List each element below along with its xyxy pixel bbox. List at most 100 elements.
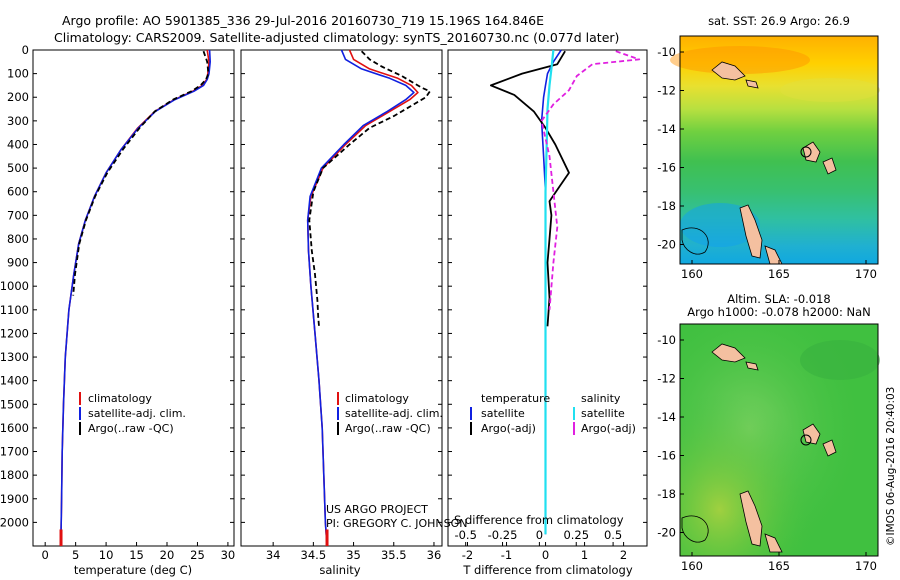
depth-tick-label: 1700 <box>0 445 29 459</box>
t-difference-xlabel: T difference from climatology <box>462 563 633 577</box>
depth-tick-label: 1600 <box>0 421 29 435</box>
x-tick-label: 1 <box>581 548 588 562</box>
map-y-tick-label: -10 <box>657 333 676 347</box>
salinity-satellite-line <box>306 49 415 547</box>
s-diff-tick-label: -0.5 <box>454 528 476 542</box>
legend-temp-argo: Argo(-adj) <box>481 422 536 435</box>
s-difference-xlabel: S difference from climatology <box>454 513 624 527</box>
sal-diff-argo-line <box>540 50 641 310</box>
x-tick-label: 36 <box>427 548 442 562</box>
depth-tick-label: 1200 <box>0 326 29 340</box>
depth-tick-label: 800 <box>7 232 29 246</box>
temperature-climatology-line <box>59 49 210 547</box>
depth-tick-label: 1000 <box>0 279 29 293</box>
x-tick-label: 15 <box>129 548 144 562</box>
depth-tick-label: 200 <box>7 90 29 104</box>
depth-tick-label: 1300 <box>0 350 29 364</box>
s-diff-tick-label: 0 <box>536 528 543 542</box>
sst-warm-patch <box>670 46 810 74</box>
x-tick-label: 20 <box>160 548 175 562</box>
depth-tick-label: 400 <box>7 137 29 151</box>
credit-project: US ARGO PROJECT <box>326 503 428 516</box>
x-tick-label: 2 <box>620 548 627 562</box>
island-shape <box>739 490 763 547</box>
imos-credit: ©IMOS 06-Aug-2016 20:40:03 <box>885 387 897 546</box>
x-tick-label: 0 <box>42 548 49 562</box>
island-shape <box>822 439 837 457</box>
salinity-argo-line <box>308 50 431 327</box>
profile-lines <box>59 49 641 547</box>
depth-tick-label: 1500 <box>0 397 29 411</box>
x-tick-label: 35.5 <box>381 548 407 562</box>
island-shape <box>711 343 746 363</box>
depth-tick-label: 1900 <box>0 492 29 506</box>
legend-salinity-heading: salinity <box>581 392 621 405</box>
map-y-tick-label: -14 <box>657 410 676 424</box>
map-y-tick-label: -16 <box>657 161 676 175</box>
depth-tick-label: 300 <box>7 114 29 128</box>
salinity-xlabel: salinity <box>319 563 360 577</box>
map-x-tick-label: 160 <box>681 559 703 573</box>
map-y-tick-label: -20 <box>657 526 676 540</box>
s-diff-tick-label: 0.25 <box>563 528 589 542</box>
legend-argo: Argo(..raw -QC) <box>345 422 431 435</box>
depth-tick-label: 1400 <box>0 374 29 388</box>
sal-diff-satellite-line <box>544 49 555 535</box>
map-x-tick-label: 165 <box>768 267 790 281</box>
map-y-tick-label: -12 <box>657 372 676 386</box>
temperature-legend: climatology satellite-adj. clim. Argo(..… <box>79 392 186 435</box>
island-shape <box>739 204 763 259</box>
depth-tick-label: 2000 <box>0 515 29 529</box>
island-shape <box>822 157 837 175</box>
depth-tick-label: 1100 <box>0 303 29 317</box>
map-y-tick-label: -12 <box>657 84 676 98</box>
x-tick-label: 25 <box>190 548 205 562</box>
header-line1: Argo profile: AO 5901385_336 29-Jul-2016… <box>62 13 544 28</box>
x-tick-label: 35 <box>346 548 361 562</box>
depth-tick-label: 900 <box>7 256 29 270</box>
island-shape <box>711 61 746 81</box>
legend-temp-satellite: satellite <box>481 407 525 420</box>
x-tick-label: -1 <box>501 548 512 562</box>
sla-low-patch <box>800 340 880 380</box>
depth-tick-label: 500 <box>7 161 29 175</box>
legend-sal-satellite: satellite <box>581 407 625 420</box>
sla-map-title: Altim. SLA: -0.018 <box>727 292 831 306</box>
temperature-satellite-line <box>59 49 211 547</box>
x-tick-label: 0 <box>542 548 549 562</box>
sst-map-title: sat. SST: 26.9 Argo: 26.9 <box>708 14 850 28</box>
s-diff-tick-label: 0.5 <box>604 528 622 542</box>
legend-sal-argo: Argo(-adj) <box>581 422 636 435</box>
map-y-tick-label: -16 <box>657 449 676 463</box>
legend-satellite: satellite-adj. clim. <box>345 407 443 420</box>
sst-warm-patch <box>780 78 880 102</box>
difference-panel-frame <box>447 49 648 547</box>
island-shape <box>764 533 783 553</box>
island-shape <box>745 79 759 89</box>
credit-pi: PI: GREGORY C. JOHNSON <box>326 517 467 530</box>
legend-climatology: climatology <box>88 392 152 405</box>
legend-temperature-heading: temperature <box>481 392 550 405</box>
depth-tick-label: 1800 <box>0 468 29 482</box>
depth-tick-label: 100 <box>7 67 29 81</box>
salinity-panel-frame <box>240 49 443 547</box>
depth-tick-label: 700 <box>7 208 29 222</box>
map-x-tick-label: 170 <box>855 559 877 573</box>
map-y-tick-label: -14 <box>657 122 676 136</box>
map-x-tick-label: 160 <box>681 267 703 281</box>
legend-climatology: climatology <box>345 392 409 405</box>
depth-tick-label: 0 <box>22 43 29 57</box>
bathymetry-contour <box>681 227 709 255</box>
s-diff-tick-label: -0.25 <box>488 528 518 542</box>
sst-map-ticks: 160 165 170 -10 -12 -14 -16 -18 -20 <box>657 45 877 281</box>
legend-satellite: satellite-adj. clim. <box>88 407 186 420</box>
argo-position-marker <box>800 146 812 158</box>
map-y-tick-label: -20 <box>657 238 676 252</box>
bathymetry-contour <box>681 515 709 543</box>
map-y-tick-label: -10 <box>657 45 676 59</box>
map-y-tick-label: -18 <box>657 199 676 213</box>
map-x-tick-label: 165 <box>768 559 790 573</box>
axis-ticks: 0100200300400500600700800900100011001200… <box>0 43 647 562</box>
depth-tick-label: 600 <box>7 185 29 199</box>
